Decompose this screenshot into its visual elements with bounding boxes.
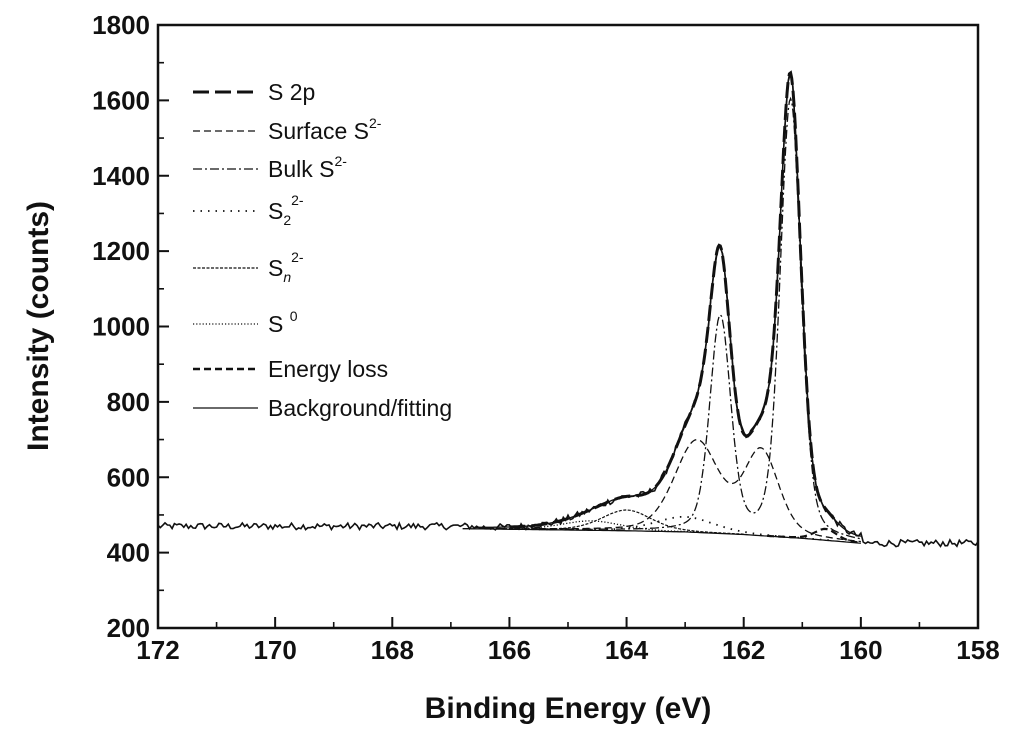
legend-surface-base: Surface S	[268, 118, 369, 144]
y-axis-ticks: 200 400 600 800 1000 1200 1400 1600 1800	[92, 10, 169, 643]
x-tick-label: 170	[253, 635, 296, 665]
x-tick-label: 166	[488, 635, 531, 665]
x-axis-ticks: 172 170 168 166 164 162 160 158	[136, 617, 1000, 665]
y-tick-label: 1600	[92, 85, 150, 115]
legend-sn-sub: n	[283, 269, 291, 285]
legend-bulk-sup: 2-	[334, 153, 347, 169]
legend-sn-sup: 2-	[291, 249, 304, 265]
legend-label-s2p: S 2p	[268, 79, 315, 105]
series-curves	[157, 70, 979, 548]
x-tick-label: 158	[956, 635, 999, 665]
legend-label-sn: Sn2-	[268, 249, 304, 285]
x-tick-label: 168	[371, 635, 414, 665]
legend-label-energy-loss: Energy loss	[268, 356, 388, 382]
legend-s0-sup: 0	[290, 308, 298, 324]
legend-label-surface: Surface S2-	[268, 115, 382, 144]
legend-s0-base: S	[268, 311, 290, 337]
legend-label-s2: S22-	[268, 192, 304, 228]
legend-label-background: Background/fitting	[268, 395, 452, 421]
legend-s2-sup: 2-	[291, 192, 304, 208]
y-tick-label: 600	[107, 462, 150, 492]
y-tick-label: 400	[107, 538, 150, 568]
x-tick-label: 160	[839, 635, 882, 665]
legend-s2-base: S	[268, 198, 283, 224]
y-tick-label: 1000	[92, 312, 150, 342]
x-tick-label: 164	[605, 635, 649, 665]
x-tick-label: 162	[722, 635, 765, 665]
y-axis-title: Intensity (counts)	[22, 201, 55, 451]
legend-s2-sub: 2	[283, 212, 291, 228]
x-tick-label: 172	[136, 635, 179, 665]
surface-s2-curve	[538, 438, 861, 543]
y-tick-label: 800	[107, 387, 150, 417]
y-tick-label: 1400	[92, 161, 150, 191]
legend-surface-sup: 2-	[369, 115, 382, 131]
legend-label-s0: S 0	[268, 308, 298, 337]
energy-loss-curve	[767, 527, 861, 544]
y-tick-label: 1800	[92, 10, 150, 40]
legend-sn-base: S	[268, 255, 283, 281]
legend-label-bulk: Bulk S2-	[268, 153, 347, 182]
y-tick-label: 200	[107, 613, 150, 643]
s2p-raw-data	[157, 71, 979, 548]
legend-bulk-base: Bulk S	[268, 156, 334, 182]
legend: S 2p Surface S2- Bulk S2- S22- Sn2- S 0 …	[193, 79, 452, 421]
y-tick-label: 1200	[92, 236, 150, 266]
s2p-envelope-overlay	[509, 70, 839, 529]
x-axis-title: Binding Energy (eV)	[425, 692, 712, 725]
